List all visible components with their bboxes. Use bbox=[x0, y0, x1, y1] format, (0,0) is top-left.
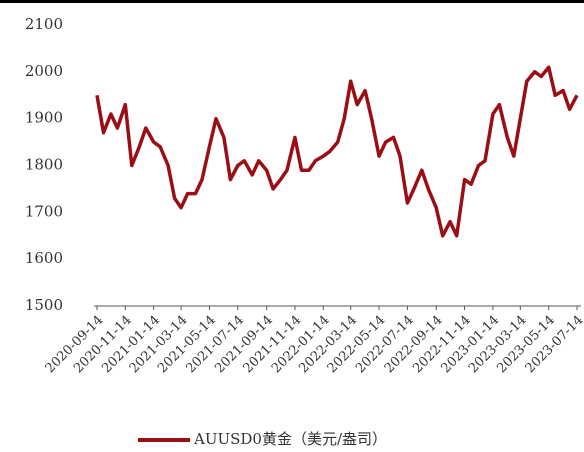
y-tick-label: 1600 bbox=[25, 249, 63, 267]
top-border bbox=[0, 0, 584, 3]
data-line bbox=[95, 65, 579, 238]
legend-label: AUUSD0黄金（美元/盎司） bbox=[193, 430, 387, 448]
y-tick-label: 2000 bbox=[25, 62, 63, 80]
y-tick-label: 1700 bbox=[25, 202, 63, 220]
y-tick-label: 1900 bbox=[25, 109, 63, 127]
y-tick-label: 2100 bbox=[25, 15, 63, 33]
y-tick-label: 1500 bbox=[25, 296, 63, 314]
y-tick-label: 1800 bbox=[25, 156, 63, 174]
